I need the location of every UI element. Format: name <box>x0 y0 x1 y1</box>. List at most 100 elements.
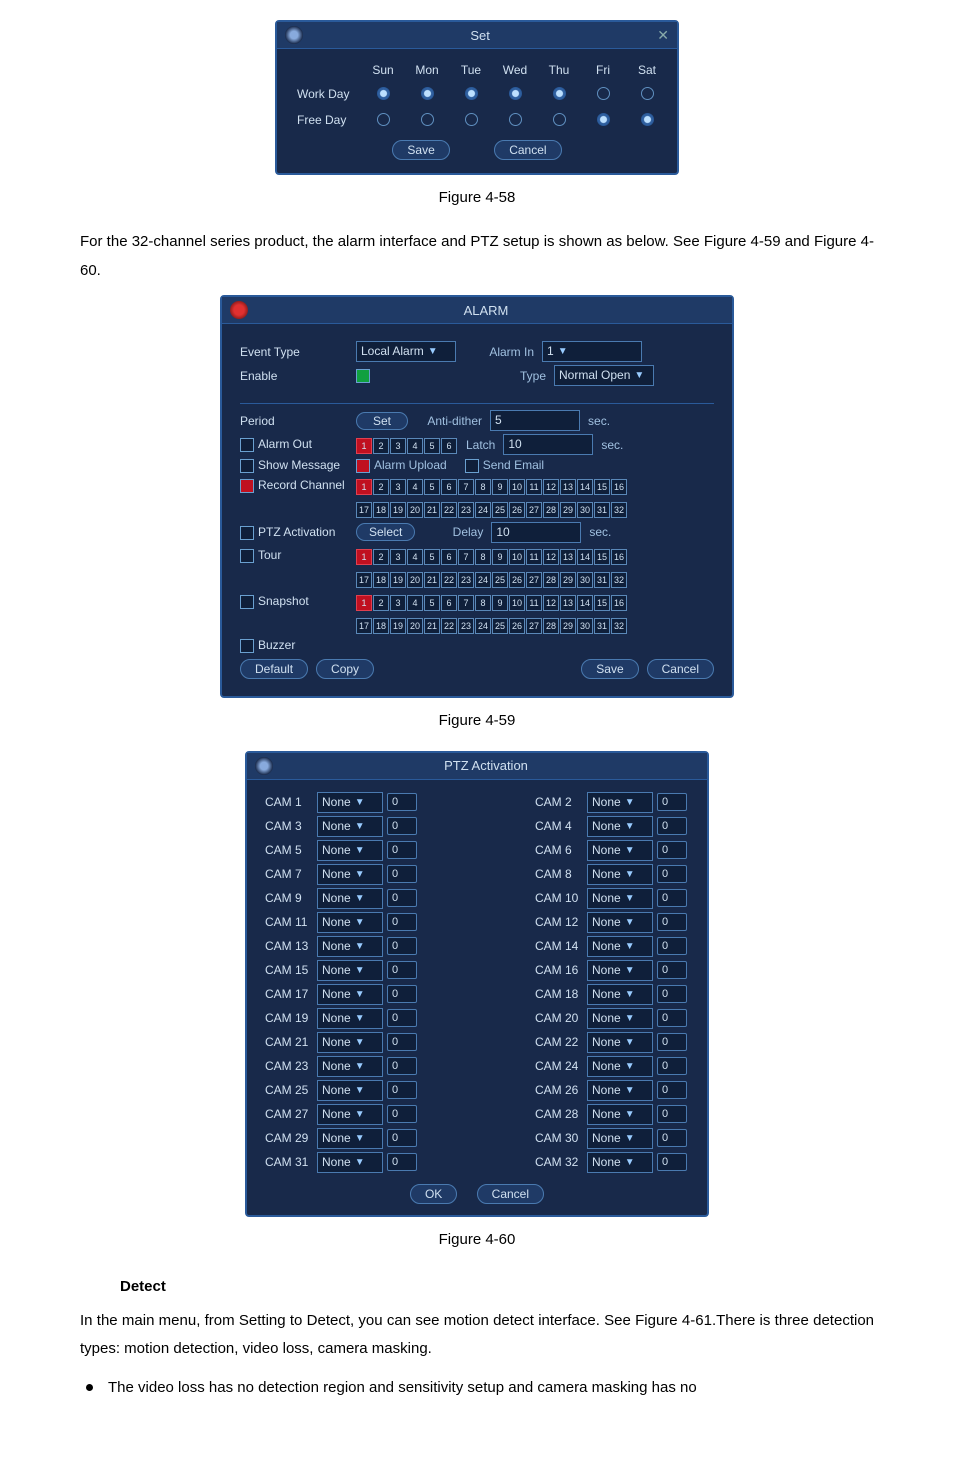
channel-num-18[interactable]: 18 <box>373 502 389 518</box>
channel-num-10[interactable]: 10 <box>509 595 525 611</box>
ptz-cam-value[interactable]: 0 <box>657 1129 689 1147</box>
ptz-cam-dropdown[interactable]: None▼ <box>587 840 653 861</box>
channel-num-24[interactable]: 24 <box>475 502 491 518</box>
day-radio[interactable] <box>405 109 449 133</box>
channel-num-2[interactable]: 2 <box>373 479 389 495</box>
ptz-cam-value[interactable]: 0 <box>657 865 689 883</box>
cancel-button[interactable]: Cancel <box>494 140 561 160</box>
channel-num-10[interactable]: 10 <box>509 479 525 495</box>
ptz-cam-value[interactable]: 0 <box>387 1009 419 1027</box>
day-radio[interactable] <box>361 83 405 107</box>
ptz-cam-dropdown[interactable]: None▼ <box>317 1128 383 1149</box>
channel-num-4[interactable]: 4 <box>407 479 423 495</box>
channel-num-4[interactable]: 4 <box>407 595 423 611</box>
ptz-cam-value[interactable]: 0 <box>387 1105 419 1123</box>
channel-num-21[interactable]: 21 <box>424 572 440 588</box>
ptz-cam-value[interactable]: 0 <box>657 1081 689 1099</box>
channel-num-30[interactable]: 30 <box>577 618 593 634</box>
channel-num-11[interactable]: 11 <box>526 549 542 565</box>
ptz-cam-value[interactable]: 0 <box>657 841 689 859</box>
channel-num-23[interactable]: 23 <box>458 502 474 518</box>
channel-num-19[interactable]: 19 <box>390 618 406 634</box>
channel-num-24[interactable]: 24 <box>475 618 491 634</box>
ptz-cam-value[interactable]: 0 <box>657 1009 689 1027</box>
channel-num-8[interactable]: 8 <box>475 595 491 611</box>
ptz-cam-dropdown[interactable]: None▼ <box>587 912 653 933</box>
alarm-upload-checkbox[interactable] <box>356 459 370 473</box>
ptz-cam-dropdown[interactable]: None▼ <box>587 1032 653 1053</box>
channel-num-14[interactable]: 14 <box>577 479 593 495</box>
ptz-cam-dropdown[interactable]: None▼ <box>587 888 653 909</box>
channel-num-22[interactable]: 22 <box>441 572 457 588</box>
channel-num-6[interactable]: 6 <box>441 438 457 454</box>
tour-checkbox[interactable] <box>240 549 254 563</box>
day-radio[interactable] <box>449 109 493 133</box>
channel-num-14[interactable]: 14 <box>577 595 593 611</box>
channel-num-31[interactable]: 31 <box>594 618 610 634</box>
ptz-cam-dropdown[interactable]: None▼ <box>587 1056 653 1077</box>
ptz-activation-checkbox[interactable] <box>240 526 254 540</box>
ptz-cam-value[interactable]: 0 <box>657 961 689 979</box>
ptz-cam-dropdown[interactable]: None▼ <box>317 960 383 981</box>
channel-num-13[interactable]: 13 <box>560 549 576 565</box>
ptz-cam-value[interactable]: 0 <box>657 889 689 907</box>
channel-num-9[interactable]: 9 <box>492 549 508 565</box>
channel-num-5[interactable]: 5 <box>424 549 440 565</box>
ptz-cam-value[interactable]: 0 <box>387 1033 419 1051</box>
ptz-cam-value[interactable]: 0 <box>387 937 419 955</box>
channel-num-32[interactable]: 32 <box>611 618 627 634</box>
period-set-button[interactable]: Set <box>356 412 408 430</box>
channel-num-15[interactable]: 15 <box>594 479 610 495</box>
ptz-cam-dropdown[interactable]: None▼ <box>317 1104 383 1125</box>
channel-num-2[interactable]: 2 <box>373 438 389 454</box>
channel-num-27[interactable]: 27 <box>526 572 542 588</box>
channel-num-1[interactable]: 1 <box>356 549 372 565</box>
latch-input[interactable]: 10 <box>503 434 593 455</box>
ptz-cam-value[interactable]: 0 <box>387 841 419 859</box>
channel-num-16[interactable]: 16 <box>611 549 627 565</box>
buzzer-checkbox[interactable] <box>240 639 254 653</box>
ptz-cam-dropdown[interactable]: None▼ <box>587 792 653 813</box>
ptz-cam-value[interactable]: 0 <box>387 865 419 883</box>
channel-num-8[interactable]: 8 <box>475 479 491 495</box>
ptz-cam-value[interactable]: 0 <box>657 1057 689 1075</box>
ptz-cam-dropdown[interactable]: None▼ <box>317 1008 383 1029</box>
channel-num-26[interactable]: 26 <box>509 618 525 634</box>
ptz-cam-dropdown[interactable]: None▼ <box>317 864 383 885</box>
send-email-checkbox[interactable] <box>465 459 479 473</box>
event-type-dropdown[interactable]: Local Alarm▼ <box>356 341 456 362</box>
ptz-cam-dropdown[interactable]: None▼ <box>317 1080 383 1101</box>
ptz-cam-dropdown[interactable]: None▼ <box>587 1080 653 1101</box>
channel-num-11[interactable]: 11 <box>526 479 542 495</box>
channel-num-3[interactable]: 3 <box>390 595 406 611</box>
channel-num-29[interactable]: 29 <box>560 502 576 518</box>
channel-num-8[interactable]: 8 <box>475 549 491 565</box>
ptz-cam-dropdown[interactable]: None▼ <box>317 984 383 1005</box>
day-radio[interactable] <box>493 83 537 107</box>
ptz-cam-dropdown[interactable]: None▼ <box>317 840 383 861</box>
channel-num-23[interactable]: 23 <box>458 572 474 588</box>
channel-num-18[interactable]: 18 <box>373 618 389 634</box>
ptz-cam-dropdown[interactable]: None▼ <box>587 1128 653 1149</box>
ptz-ok-button[interactable]: OK <box>410 1184 457 1204</box>
channel-num-28[interactable]: 28 <box>543 572 559 588</box>
channel-num-20[interactable]: 20 <box>407 572 423 588</box>
channel-num-28[interactable]: 28 <box>543 618 559 634</box>
day-radio[interactable] <box>361 109 405 133</box>
channel-num-12[interactable]: 12 <box>543 549 559 565</box>
alarm-cancel-button[interactable]: Cancel <box>647 659 714 679</box>
channel-num-26[interactable]: 26 <box>509 572 525 588</box>
ptz-cam-dropdown[interactable]: None▼ <box>317 1032 383 1053</box>
channel-num-3[interactable]: 3 <box>390 479 406 495</box>
close-icon[interactable]: ✕ <box>657 27 669 44</box>
day-radio[interactable] <box>493 109 537 133</box>
ptz-cam-dropdown[interactable]: None▼ <box>317 936 383 957</box>
channel-num-27[interactable]: 27 <box>526 618 542 634</box>
channel-num-17[interactable]: 17 <box>356 572 372 588</box>
channel-num-3[interactable]: 3 <box>390 549 406 565</box>
channel-num-2[interactable]: 2 <box>373 549 389 565</box>
channel-num-2[interactable]: 2 <box>373 595 389 611</box>
day-radio[interactable] <box>449 83 493 107</box>
ptz-cam-value[interactable]: 0 <box>657 1153 689 1171</box>
channel-num-31[interactable]: 31 <box>594 502 610 518</box>
